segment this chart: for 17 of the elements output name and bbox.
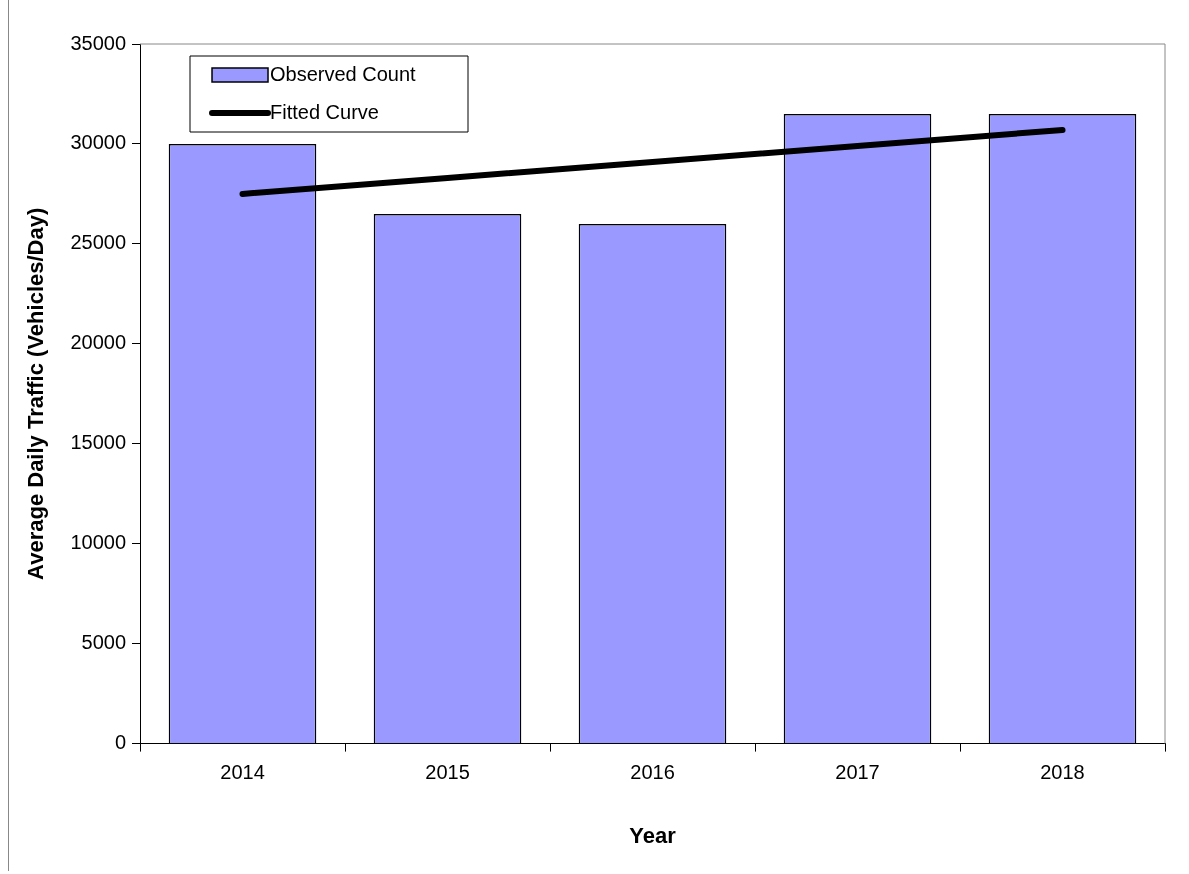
y-tick-label: 25000 [70, 231, 127, 254]
x-tick-label: 2018 [1040, 761, 1085, 784]
y-tick-label: 30000 [70, 131, 127, 154]
y-axis-title: Average Daily Traffic (Vehicles/Day) [23, 207, 49, 580]
legend-label: Observed Count [270, 62, 417, 85]
y-tick-label: 15000 [70, 431, 127, 454]
x-tick-label: 2017 [835, 761, 880, 784]
y-tick-label: 20000 [70, 331, 127, 354]
y-tick-label: 0 [114, 731, 127, 754]
x-tick-label: 2016 [630, 761, 675, 784]
x-tick-label: 2014 [220, 761, 265, 784]
y-tick-label: 5000 [81, 631, 127, 654]
x-tick-label: 2015 [425, 761, 470, 784]
y-tick-label: 35000 [70, 31, 127, 54]
y-tick-label: 10000 [70, 531, 127, 554]
x-axis-title: Year [629, 822, 677, 848]
legend-label: Fitted Curve [270, 100, 379, 123]
